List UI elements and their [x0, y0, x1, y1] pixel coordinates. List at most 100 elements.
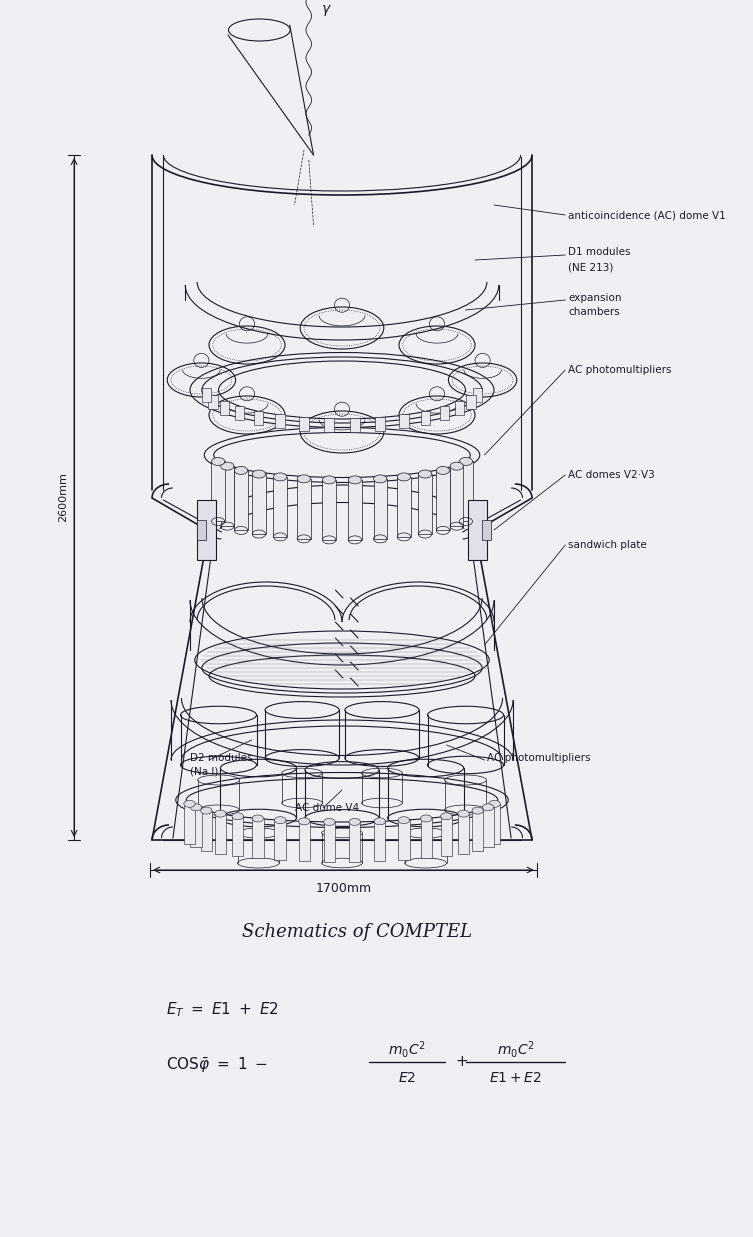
- Bar: [299, 417, 309, 430]
- Bar: [254, 411, 264, 424]
- Text: AC photomultipliers: AC photomultipliers: [487, 753, 591, 763]
- Ellipse shape: [398, 816, 410, 824]
- Ellipse shape: [221, 463, 234, 470]
- Text: AC dome V4: AC dome V4: [294, 803, 358, 813]
- Ellipse shape: [420, 815, 432, 821]
- Ellipse shape: [234, 466, 248, 475]
- Bar: [273, 477, 287, 537]
- Bar: [232, 816, 243, 856]
- Bar: [459, 461, 473, 522]
- Ellipse shape: [419, 470, 431, 477]
- Bar: [202, 388, 211, 402]
- Ellipse shape: [273, 473, 287, 481]
- Bar: [350, 418, 360, 432]
- Bar: [441, 816, 452, 856]
- Text: 2600mm: 2600mm: [58, 473, 68, 522]
- Ellipse shape: [398, 473, 410, 481]
- Bar: [197, 520, 206, 541]
- Text: Schematics of COMPTEL: Schematics of COMPTEL: [242, 923, 472, 941]
- Bar: [197, 500, 215, 560]
- Ellipse shape: [436, 466, 450, 475]
- Bar: [482, 520, 491, 541]
- Text: (NE 213): (NE 213): [568, 263, 614, 273]
- Bar: [215, 814, 226, 854]
- Bar: [375, 417, 385, 430]
- Ellipse shape: [450, 463, 463, 470]
- Bar: [450, 466, 463, 526]
- Text: expansion: expansion: [568, 293, 622, 303]
- Bar: [374, 821, 386, 861]
- Ellipse shape: [472, 807, 483, 814]
- Ellipse shape: [349, 819, 361, 825]
- Ellipse shape: [458, 810, 469, 818]
- Ellipse shape: [184, 800, 195, 808]
- Text: $E2$: $E2$: [398, 1071, 416, 1085]
- Bar: [234, 470, 248, 531]
- Ellipse shape: [374, 818, 386, 825]
- Text: (Na I): (Na I): [190, 767, 218, 777]
- Ellipse shape: [191, 804, 202, 810]
- Ellipse shape: [441, 813, 452, 820]
- Ellipse shape: [200, 807, 212, 814]
- Bar: [436, 470, 450, 531]
- Ellipse shape: [373, 475, 387, 482]
- Text: D1 modules: D1 modules: [568, 247, 630, 257]
- Text: AC domes V2·V3: AC domes V2·V3: [568, 470, 655, 480]
- Bar: [235, 406, 245, 421]
- Ellipse shape: [348, 476, 361, 484]
- Ellipse shape: [483, 804, 494, 810]
- Bar: [398, 820, 410, 860]
- Ellipse shape: [459, 458, 473, 465]
- Bar: [191, 808, 202, 847]
- Bar: [468, 500, 487, 560]
- Bar: [420, 819, 432, 858]
- Bar: [184, 804, 195, 844]
- Text: 1700mm: 1700mm: [316, 882, 371, 894]
- Ellipse shape: [215, 810, 226, 818]
- Ellipse shape: [232, 813, 243, 820]
- Ellipse shape: [275, 816, 286, 824]
- Bar: [276, 414, 285, 428]
- Bar: [466, 395, 476, 408]
- Bar: [473, 388, 483, 402]
- Bar: [419, 474, 431, 534]
- Text: $\gamma$: $\gamma$: [321, 2, 332, 17]
- Bar: [472, 810, 483, 851]
- Bar: [421, 411, 430, 424]
- Bar: [275, 820, 286, 860]
- Bar: [221, 466, 234, 526]
- Bar: [483, 808, 494, 847]
- Bar: [324, 821, 335, 862]
- Bar: [220, 401, 229, 414]
- Bar: [348, 480, 361, 539]
- Text: $E_T\ =\ E1\ +\ E2$: $E_T\ =\ E1\ +\ E2$: [166, 1001, 279, 1019]
- Text: $m_0C^2$: $m_0C^2$: [388, 1039, 425, 1060]
- Ellipse shape: [322, 476, 336, 484]
- Ellipse shape: [297, 475, 310, 482]
- Text: D2 modules: D2 modules: [190, 753, 252, 763]
- Bar: [252, 474, 266, 534]
- Ellipse shape: [252, 470, 266, 477]
- Ellipse shape: [252, 815, 264, 821]
- Ellipse shape: [324, 819, 335, 825]
- Bar: [212, 461, 225, 522]
- Ellipse shape: [489, 800, 500, 808]
- Bar: [399, 414, 409, 428]
- Text: $+$: $+$: [455, 1055, 468, 1069]
- Bar: [200, 810, 212, 851]
- Text: $m_0C^2$: $m_0C^2$: [497, 1039, 535, 1060]
- Text: $\mathrm{COS}\bar{\varphi}\ =\ 1\ -$: $\mathrm{COS}\bar{\varphi}\ =\ 1\ -$: [166, 1055, 268, 1075]
- Bar: [325, 418, 334, 432]
- Bar: [209, 395, 218, 408]
- Bar: [297, 479, 310, 539]
- Bar: [398, 477, 410, 537]
- Bar: [322, 480, 336, 539]
- Bar: [373, 479, 387, 539]
- Bar: [458, 814, 469, 854]
- Ellipse shape: [298, 818, 310, 825]
- Text: chambers: chambers: [568, 307, 620, 317]
- Bar: [252, 819, 264, 858]
- Text: anticoincidence (AC) dome V1: anticoincidence (AC) dome V1: [568, 210, 726, 220]
- Ellipse shape: [212, 458, 225, 465]
- Bar: [298, 821, 310, 861]
